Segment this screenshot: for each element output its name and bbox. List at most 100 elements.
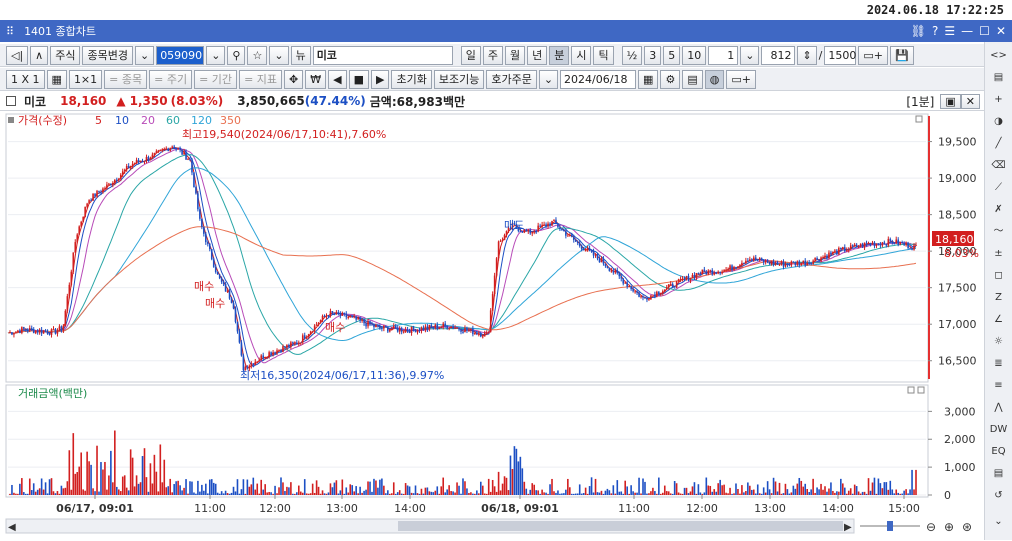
add-window-icon[interactable]: ▭+	[858, 45, 889, 65]
tool-z-icon[interactable]: Z	[995, 292, 1002, 303]
close-button[interactable]: ✕	[995, 24, 1006, 38]
play-icon[interactable]: ▶	[371, 69, 390, 89]
won-icon[interactable]: ₩	[305, 69, 327, 89]
play-back-icon[interactable]: ◀	[328, 69, 347, 89]
chip-stock[interactable]: = 종목	[104, 69, 148, 89]
tool-dw-icon[interactable]: DW	[989, 424, 1008, 435]
tool-line-icon[interactable]: ╱	[995, 138, 1002, 149]
volume-bar	[476, 490, 478, 495]
chart-area[interactable]: 19,500 19,000 18,500 18,000 17,500 17,000 16,5…	[0, 111, 984, 541]
tool-angle-icon[interactable]: ∠	[994, 314, 1003, 325]
volume-bar	[26, 493, 29, 495]
vol-pane-min-icon[interactable]	[907, 386, 915, 394]
stop-icon[interactable]: ■	[348, 69, 370, 89]
code-dropdown-icon[interactable]: ⌄	[206, 45, 226, 65]
change-stock-button[interactable]: 종목변경	[82, 45, 133, 65]
search-icon[interactable]: ⚲	[227, 45, 246, 65]
vol-pane-close-icon[interactable]	[917, 386, 925, 394]
nav-prev-button[interactable]: ◁|	[6, 45, 29, 65]
assist-button[interactable]: 보조기능	[433, 69, 485, 89]
volume-bar	[280, 477, 282, 495]
chip-period[interactable]: = 주기	[149, 69, 193, 89]
favorite-icon[interactable]: ☆	[247, 45, 268, 65]
volume-bar	[353, 491, 355, 495]
zoom-fit-icon[interactable]: ⊛	[962, 520, 972, 534]
scroll-left-icon[interactable]: ◀	[8, 522, 16, 533]
tool-channel-icon[interactable]: ≡	[994, 380, 1003, 391]
zoom-thumb[interactable]	[887, 521, 893, 531]
ratio-button[interactable]: 1×1	[68, 69, 103, 89]
candle-body	[167, 148, 170, 151]
candle-body	[460, 329, 462, 332]
pane-restore-button[interactable]: ▣	[940, 93, 961, 109]
candle-body	[756, 260, 759, 262]
tool-undo-icon[interactable]: ↺	[994, 490, 1003, 501]
tool-fib-icon[interactable]: ≣	[994, 358, 1003, 369]
tool-magnet-icon[interactable]: ✗	[994, 204, 1003, 215]
interval-3[interactable]: 3	[644, 45, 662, 65]
tool-plus-icon[interactable]: ±	[994, 248, 1003, 259]
tool-fan-icon[interactable]: ☼	[994, 336, 1003, 347]
count-stepper[interactable]: ⇕	[797, 45, 817, 65]
tool-print-icon[interactable]: ▤	[993, 468, 1004, 479]
period-month[interactable]: 월	[504, 45, 526, 65]
up-button[interactable]: ∧	[30, 45, 49, 65]
zoom-out-icon[interactable]: ⊖	[926, 520, 936, 534]
tool-contrast-icon[interactable]: ◑	[994, 116, 1003, 127]
overlay-icon[interactable]: ◍	[704, 69, 725, 89]
settings-icon[interactable]: ⚙	[660, 69, 681, 89]
period-day[interactable]: 일	[460, 45, 481, 65]
menu-icon[interactable]: ☰	[944, 24, 956, 38]
zoom-in-icon[interactable]: ⊕	[944, 520, 954, 534]
count-input[interactable]: 812	[761, 45, 796, 65]
checkbox[interactable]	[6, 96, 16, 106]
news-icon[interactable]: 뉴	[290, 45, 311, 65]
chip-range[interactable]: = 기간	[194, 69, 238, 89]
toolbar-toggle-icon[interactable]: <>	[990, 50, 1007, 61]
tool-eq-icon[interactable]: EQ	[991, 446, 1006, 457]
dropdown-icon[interactable]: ⌄	[134, 45, 155, 65]
pane-max-icon[interactable]	[915, 115, 923, 123]
help-icon[interactable]: ?	[932, 24, 939, 38]
scroll-thumb[interactable]	[398, 521, 843, 531]
interval-input[interactable]: 1	[708, 45, 739, 65]
stamp-icon[interactable]: ▤	[682, 69, 703, 89]
interval-5[interactable]: 5	[663, 45, 681, 65]
tool-add-icon[interactable]: +	[994, 94, 1003, 105]
period-minute[interactable]: 분	[549, 45, 570, 65]
save-icon[interactable]: 💾	[890, 45, 914, 65]
period-hour[interactable]: 시	[571, 45, 592, 65]
move-icon[interactable]: ✥	[284, 69, 304, 89]
type-select[interactable]: 주식	[50, 45, 81, 65]
tool-wave-icon[interactable]: 〜	[993, 226, 1004, 237]
reset-button[interactable]: 초기화	[391, 69, 432, 89]
tool-eraser-icon[interactable]: ⌫	[991, 160, 1006, 171]
add-chart-icon[interactable]: ▭+	[726, 69, 756, 89]
stock-code-input[interactable]: 059090	[156, 45, 205, 65]
scroll-right-icon[interactable]: ▶	[844, 522, 852, 533]
code-toggle-icon[interactable]: ⌄	[269, 45, 289, 65]
pane-close-button[interactable]: ✕	[960, 93, 980, 109]
order-dropdown-icon[interactable]: ⌄	[538, 69, 559, 89]
interval-10[interactable]: 10	[682, 45, 707, 65]
period-week[interactable]: 주	[482, 45, 503, 65]
period-tick[interactable]: 틱	[593, 45, 614, 65]
interval-half[interactable]: ½	[621, 45, 643, 65]
tool-more-icon[interactable]: ⌄	[994, 516, 1003, 527]
grid-icon[interactable]: ▦	[46, 69, 67, 89]
tool-icon-1[interactable]: ▤	[993, 72, 1004, 83]
tool-wave2-icon[interactable]: ⋀	[994, 402, 1003, 413]
interval-dropdown-icon[interactable]: ⌄	[740, 45, 760, 65]
tool-trend-icon[interactable]: ⟋	[995, 182, 1002, 193]
date-input[interactable]: 2024/06/18	[560, 69, 637, 89]
period-year[interactable]: 년	[527, 45, 548, 65]
tool-shapes-icon[interactable]: ◻	[994, 270, 1003, 281]
link-icon[interactable]: ⛓	[910, 24, 927, 38]
chip-indicator[interactable]: = 지표	[239, 69, 283, 89]
order-button[interactable]: 호가주문	[486, 69, 537, 89]
calendar-icon[interactable]: ▦	[638, 69, 659, 89]
layout-button[interactable]: 1 X 1	[6, 69, 45, 89]
candle-body	[450, 326, 452, 329]
maximize-button[interactable]: ☐	[979, 24, 990, 38]
minimize-button[interactable]: —	[961, 24, 974, 38]
